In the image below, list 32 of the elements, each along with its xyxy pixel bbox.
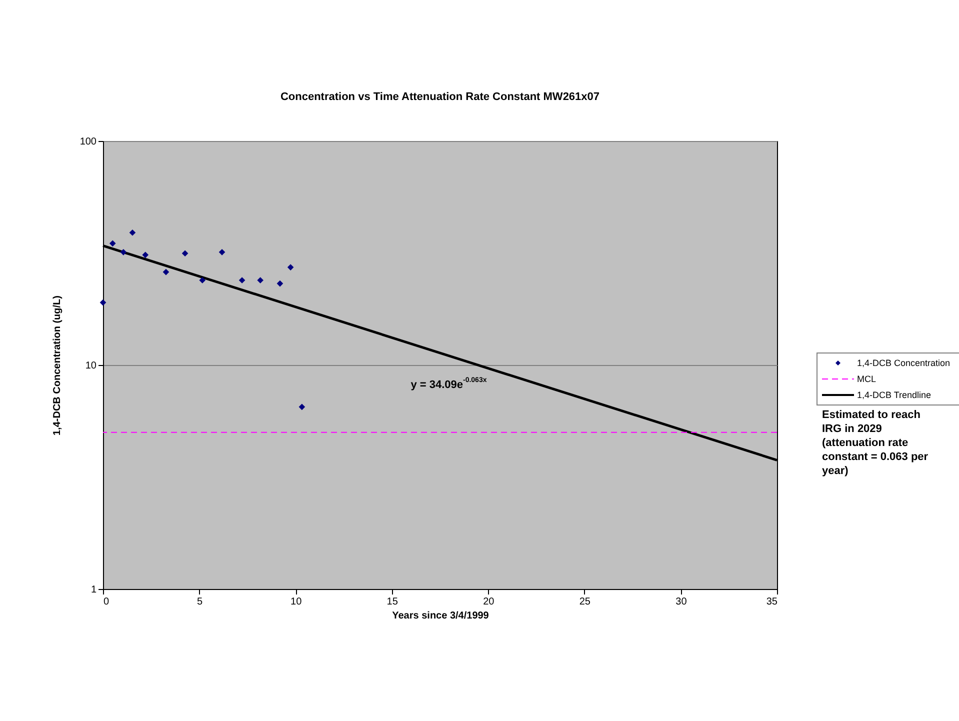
x-tick-label: 20 (483, 596, 495, 608)
y-tick-label: 10 (85, 360, 97, 372)
x-axis-title: Years since 3/4/1999 (392, 610, 490, 622)
x-tick-label: 25 (579, 596, 591, 608)
text: Estimated to reach IRG in 2029 (attenuation rate constant = 0.063 per year) (822, 409, 929, 477)
point (199, 277, 206, 284)
x-tick-label: 30 (676, 596, 688, 608)
point (109, 240, 116, 247)
point (298, 404, 306, 410)
x-tick-label: 15 (386, 596, 398, 608)
point (142, 252, 149, 258)
x-tick-label: 0 (104, 596, 110, 608)
point (120, 248, 127, 256)
point (129, 229, 136, 236)
legend-label: 1,4-DCB Concentration (857, 358, 950, 368)
chart-title: Concentration vs Time Attenuation Rate Constant MW261x07 (280, 91, 600, 103)
point (100, 299, 106, 306)
y-tick-label: 1 (90, 584, 97, 596)
x-tick-label: 5 (197, 596, 204, 608)
x-tick-label: 35 (766, 596, 778, 608)
point (218, 248, 226, 256)
legend-label: 1,4-DCB Trendline (857, 390, 932, 400)
legend-label: MCL (857, 374, 876, 384)
y-axis-title: 1,4-DCB Concentration (ug/L) (52, 296, 63, 436)
x-tick-label: 10 (290, 596, 302, 608)
point (182, 250, 188, 257)
point (162, 268, 170, 276)
point (276, 280, 284, 287)
y-tick-label: 100 (80, 136, 97, 148)
point (287, 264, 294, 270)
point (238, 277, 246, 284)
point (257, 277, 264, 284)
